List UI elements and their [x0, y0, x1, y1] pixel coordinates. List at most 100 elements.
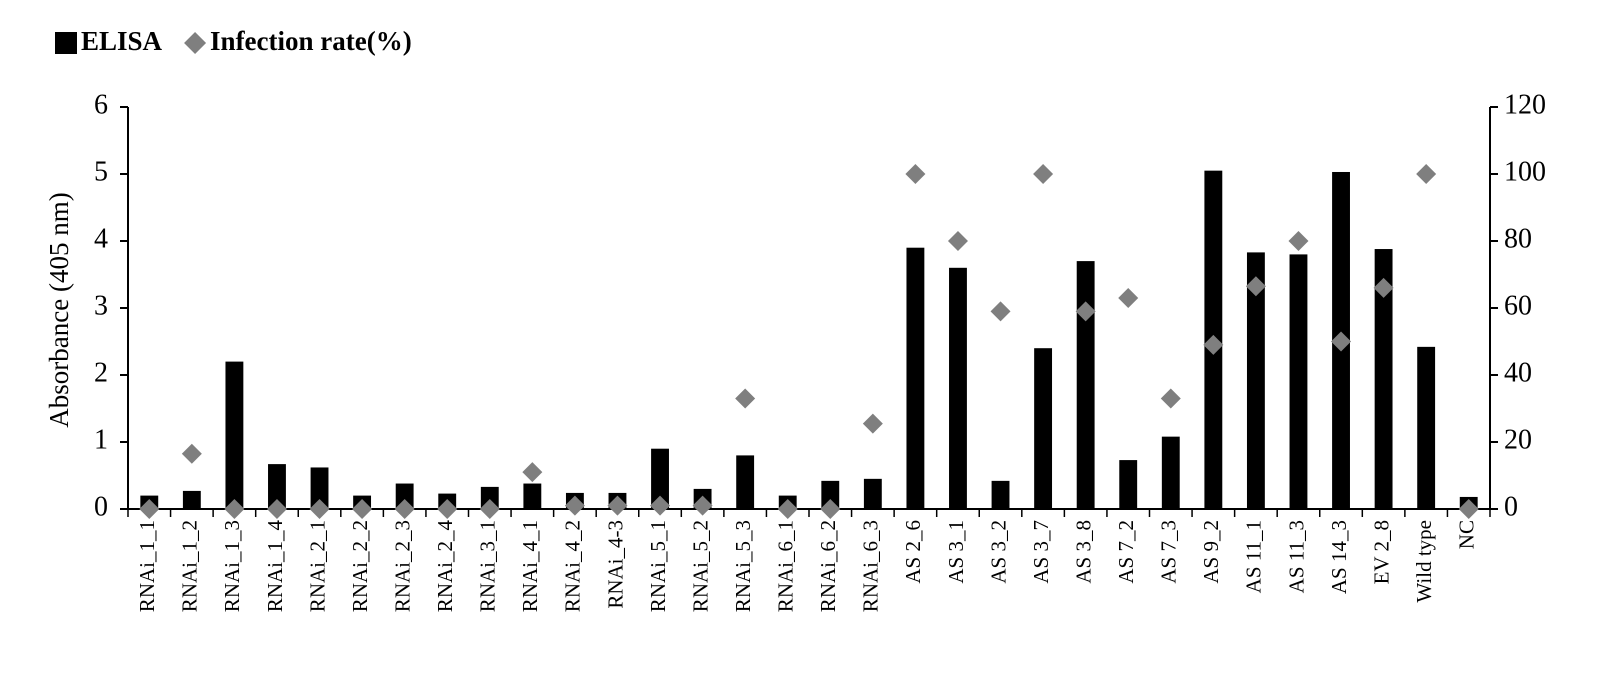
diamond-marker	[735, 388, 756, 409]
diamond-marker	[692, 495, 713, 516]
x-tick-label: RNAi_1_1	[135, 520, 159, 612]
x-tick-label: RNAi_1_3	[220, 520, 244, 612]
x-tick-label: RNAi_1_4	[263, 520, 287, 613]
bar	[182, 490, 201, 509]
y-tick-label: 0	[94, 491, 108, 522]
bar	[225, 361, 244, 509]
bar	[991, 480, 1010, 509]
diamond-marker	[650, 495, 671, 516]
y-tick-label: 1	[94, 424, 108, 455]
y-tick-label: 6	[94, 89, 108, 120]
x-tick-label: RNAi_5_1	[646, 520, 670, 612]
diamond-marker	[522, 462, 543, 483]
x-tick-label: Wild type	[1412, 520, 1436, 603]
diamond-marker	[862, 413, 883, 434]
diamond-marker	[479, 499, 500, 519]
x-tick-label: EV 2_8	[1369, 520, 1393, 584]
y2-tick-label: 80	[1504, 223, 1532, 254]
bar	[651, 448, 669, 509]
bar	[268, 464, 286, 509]
diamond-marker	[1203, 334, 1224, 355]
diamond-marker	[309, 499, 330, 519]
x-tick-label: AS 3_2	[986, 520, 1010, 584]
x-tick-label: AS 7_3	[1157, 520, 1181, 584]
diamond-marker	[1160, 388, 1181, 409]
bar	[1034, 348, 1053, 509]
diamond-marker	[394, 499, 415, 519]
bar	[1374, 249, 1393, 510]
x-tick-label: RNAi_6_3	[859, 520, 883, 612]
bar	[1076, 261, 1095, 509]
diamond-marker	[905, 164, 926, 184]
x-tick-label: RNAi_6_2	[816, 520, 840, 612]
diamond-marker	[1288, 231, 1309, 251]
x-tick-label: AS 3_1	[944, 520, 968, 584]
y-tick-label: 4	[94, 223, 108, 254]
diamond-marker	[820, 499, 841, 519]
bar	[1289, 254, 1308, 509]
diamond-marker	[947, 231, 968, 251]
x-tick-label: AS 14_3	[1327, 520, 1351, 594]
diamond-marker	[139, 499, 160, 519]
bar	[1246, 252, 1265, 509]
y-axis-title: Absorbance (405 nm)	[44, 192, 74, 427]
y2-tick-label: 20	[1504, 424, 1532, 455]
x-tick-label: RNAi_3_1	[476, 520, 500, 612]
x-tick-label: AS 3_7	[1029, 520, 1053, 584]
bar	[395, 483, 414, 509]
legend-label: ELISA	[81, 26, 163, 56]
diamond-marker	[1033, 164, 1054, 184]
diamond-marker	[777, 499, 798, 519]
diamond-marker	[1416, 164, 1437, 184]
x-tick-label: AS 11_1	[1242, 520, 1266, 593]
diamond-marker	[1075, 301, 1096, 322]
x-tick-label: RNAi_4_1	[518, 520, 542, 612]
diamond-marker	[564, 495, 585, 516]
diamond-marker	[437, 499, 458, 519]
y2-tick-label: 60	[1504, 290, 1532, 321]
x-tick-label: RNAi_2_1	[305, 520, 329, 612]
bar	[523, 483, 542, 509]
x-tick-label: NC	[1455, 520, 1479, 549]
bar	[906, 247, 925, 509]
y2-tick-label: 40	[1504, 357, 1532, 388]
x-tick-label: RNAi_4_2	[561, 520, 585, 612]
x-tick-label: RNAi_6_1	[774, 520, 798, 612]
diamond-marker	[1245, 276, 1266, 297]
bar	[949, 267, 967, 509]
diamond-marker	[1373, 277, 1394, 298]
x-tick-label: AS 3_8	[1071, 520, 1095, 584]
diamond-marker	[352, 499, 373, 519]
diamond-marker	[1458, 499, 1479, 519]
x-tick-label: RNAi_1_2	[178, 520, 202, 612]
legend-label: Infection rate(%)	[210, 26, 412, 56]
x-tick-label: AS 2_6	[901, 520, 925, 584]
diamond-marker	[266, 499, 287, 519]
diamond-marker	[990, 301, 1011, 322]
diamond-marker	[1118, 287, 1139, 308]
bar	[1119, 460, 1138, 509]
diamond-marker	[181, 443, 202, 464]
bar	[863, 478, 882, 509]
x-tick-label: RNAi_4-3	[603, 520, 627, 609]
x-tick-label: RNAi_2_2	[348, 520, 372, 612]
bar	[821, 480, 840, 509]
x-tick-label: RNAi_2_3	[390, 520, 414, 612]
bar	[310, 467, 329, 509]
x-tick-label: AS 7_2	[1114, 520, 1138, 584]
x-tick-label: AS 11_3	[1284, 520, 1308, 593]
y2-tick-label: 0	[1504, 491, 1518, 522]
bar	[1161, 436, 1180, 509]
legend-swatch	[55, 32, 77, 54]
y-tick-label: 3	[94, 290, 108, 321]
x-tick-label: RNAi_5_2	[688, 520, 712, 612]
x-tick-label: RNAi_2_4	[433, 520, 457, 613]
bar	[1417, 346, 1436, 509]
y-tick-label: 2	[94, 357, 108, 388]
x-tick-label: AS 9_2	[1199, 520, 1223, 584]
legend-swatch	[184, 32, 207, 54]
y2-tick-label: 100	[1504, 156, 1546, 187]
diamond-marker	[1331, 331, 1352, 352]
diamond-marker	[607, 495, 628, 516]
